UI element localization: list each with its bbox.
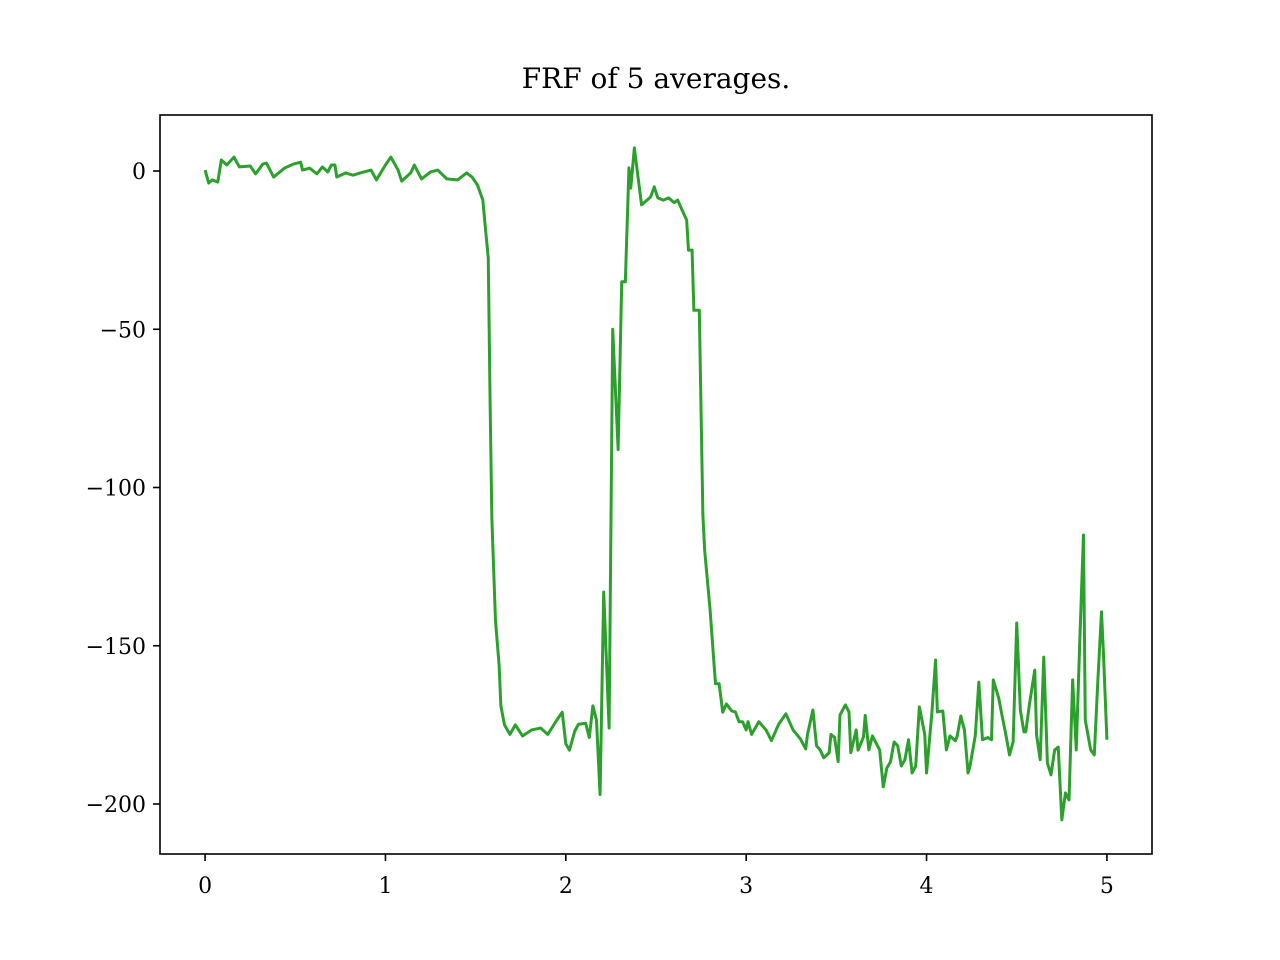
chart-title: FRF of 5 averages. [522, 62, 791, 95]
x-tick-label: 4 [920, 874, 934, 899]
y-tick-label: −50 [100, 318, 146, 343]
y-tick-label: −100 [86, 477, 146, 502]
plot-frame [159, 114, 1153, 855]
y-tick-label: −150 [86, 635, 146, 660]
data-line [203, 146, 1109, 822]
y-tick-label: 0 [132, 160, 146, 185]
x-tick-label: 3 [739, 874, 753, 899]
x-tick-label: 0 [198, 874, 212, 899]
y-tick-label: −200 [86, 793, 146, 818]
x-tick-label: 1 [378, 874, 392, 899]
x-tick-label: 2 [559, 874, 573, 899]
x-tick-label: 5 [1100, 874, 1114, 899]
